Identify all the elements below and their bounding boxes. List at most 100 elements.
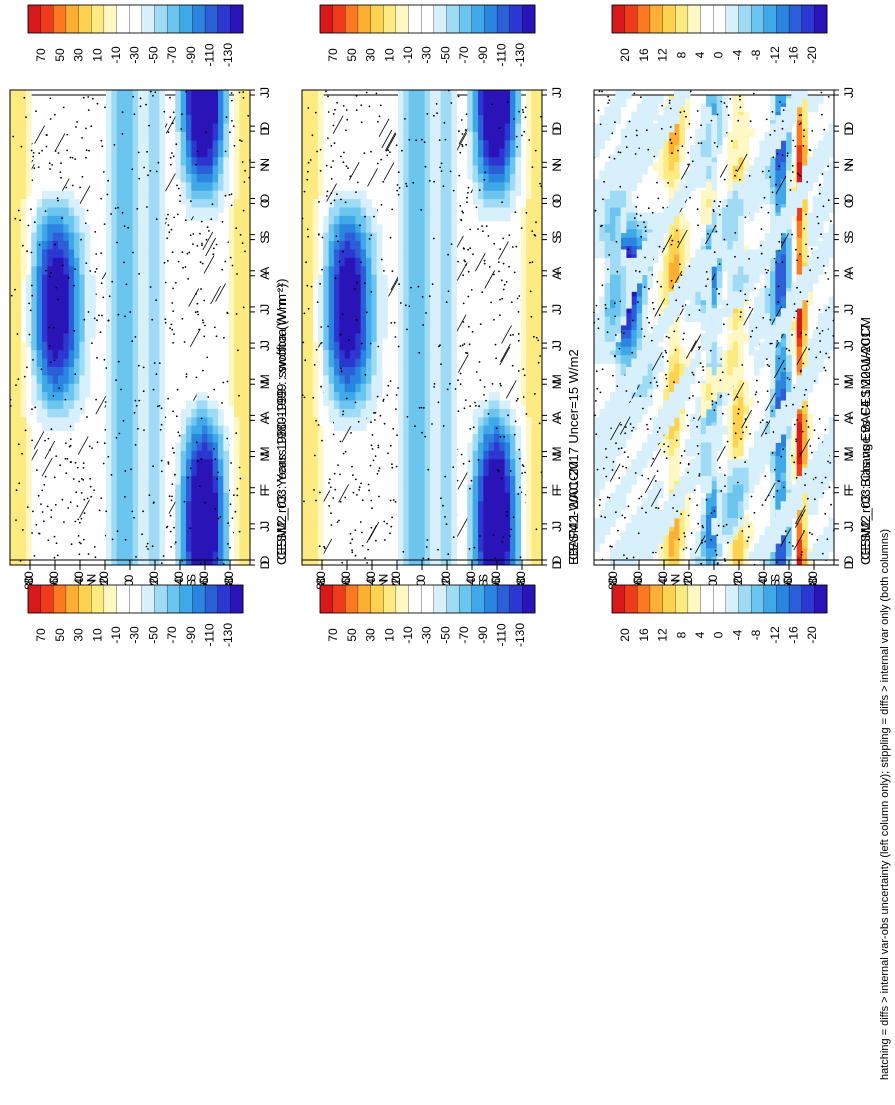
stipple-dot <box>370 526 373 529</box>
stipple-dot <box>483 262 486 265</box>
heatmap-cell <box>802 195 808 205</box>
hatch-line <box>456 518 468 537</box>
colorbar-swatch <box>154 584 168 614</box>
heatmap-cell <box>732 170 739 180</box>
heatmap-cell <box>679 220 686 230</box>
heatmap-cell <box>759 296 766 306</box>
heatmap-cell <box>467 170 474 180</box>
heatmap-cell <box>642 288 648 297</box>
heatmap-cell <box>610 153 616 163</box>
stipple-dot <box>203 299 206 302</box>
heatmap-cell <box>663 136 670 146</box>
stipple-dot <box>334 108 336 111</box>
heatmap-cell <box>786 279 792 289</box>
heatmap-cell <box>748 128 755 138</box>
heatmap-cell <box>668 178 675 188</box>
heatmap-cell <box>663 279 670 289</box>
stipple-dot <box>469 405 472 408</box>
heatmap-cell <box>786 178 792 188</box>
heatmap-cell <box>722 254 728 264</box>
stipple-dot <box>179 200 181 203</box>
heatmap-cell <box>716 254 723 264</box>
heatmap-cell <box>63 422 70 432</box>
heatmap-cell <box>807 288 814 297</box>
stipple-dot <box>199 562 202 565</box>
heatmap-cell <box>716 103 723 113</box>
heatmap-cell <box>743 145 750 155</box>
heatmap-cell <box>722 262 728 272</box>
heatmap-cell <box>807 237 814 247</box>
heatmap-cell <box>674 246 680 255</box>
stipple-dot <box>213 326 216 329</box>
heatmap-cell <box>398 556 404 566</box>
heatmap-cell <box>626 120 632 129</box>
heatmap-cell <box>663 237 670 247</box>
stipple-dot <box>376 472 379 475</box>
heatmap-cell <box>818 195 824 205</box>
heatmap-cell <box>786 237 792 247</box>
stipple-dot <box>94 271 97 273</box>
stipple-dot <box>370 421 372 424</box>
stipple-dot <box>100 282 103 285</box>
heatmap-cell <box>775 103 782 113</box>
stipple-dot <box>328 505 330 507</box>
heatmap-cell <box>631 120 638 129</box>
heatmap-cell <box>636 120 643 129</box>
heatmap-cell <box>239 556 246 566</box>
heatmap-cell <box>631 237 638 247</box>
heatmap-cell <box>754 296 760 306</box>
heatmap-cell <box>674 120 680 129</box>
heatmap-cell <box>180 195 187 205</box>
heatmap-cell <box>74 413 80 423</box>
heatmap-cell <box>647 103 654 113</box>
heatmap-cell <box>802 246 808 255</box>
stipple-dot <box>321 268 323 271</box>
heatmap-cell <box>631 288 638 297</box>
stipple-dot <box>329 486 332 489</box>
heatmap-cell <box>526 556 532 566</box>
stipple-dot <box>167 224 170 227</box>
heatmap-cell <box>674 237 680 247</box>
hatch-line <box>41 457 53 477</box>
heatmap-cell <box>84 388 91 398</box>
stipple-dot <box>383 520 386 523</box>
heatmap-cell <box>116 556 123 566</box>
stipple-dot <box>371 434 374 436</box>
stipple-dot <box>458 130 460 133</box>
heatmap-cell <box>446 556 452 566</box>
colorbar: 70 50 30 10 -10 -30 -50 -70 -90 -110 -130 <box>27 584 244 647</box>
heatmap-cell <box>695 288 702 297</box>
hatch-line <box>77 436 89 455</box>
heatmap-cell <box>706 170 712 180</box>
stipple-dot <box>366 562 368 564</box>
heatmap-cell <box>642 95 648 104</box>
stipple-dot <box>38 152 41 155</box>
heatmap-cell <box>244 556 251 566</box>
stipple-dot <box>84 222 87 225</box>
heatmap-cell <box>323 397 330 406</box>
heatmap-cell <box>631 296 638 306</box>
colorbar-swatch <box>408 584 422 614</box>
heatmap-cell <box>218 204 224 213</box>
stipple-dot <box>231 99 233 102</box>
stipple-dot <box>515 245 518 248</box>
heatmap-cell <box>647 95 654 104</box>
heatmap-cell <box>786 162 792 171</box>
stipple-dot <box>523 130 526 133</box>
colorbar-label: -90 <box>184 626 198 644</box>
stipple-dot <box>169 156 172 159</box>
colorbar-label: 10 <box>90 628 104 642</box>
x-tick-label: D <box>258 126 272 135</box>
heatmap-cell <box>79 405 86 415</box>
heatmap-cell <box>706 237 712 247</box>
heatmap-cell <box>599 195 606 205</box>
stipple-dot <box>175 415 178 418</box>
colorbar-swatch <box>192 584 206 614</box>
heatmap-cell <box>663 271 670 281</box>
stipple-dot <box>340 155 342 158</box>
heatmap-cell <box>52 422 59 432</box>
heatmap-cell <box>47 422 54 432</box>
stipple-dot <box>479 379 482 381</box>
heatmap-cell <box>307 556 314 566</box>
stipple-dot <box>505 281 508 283</box>
